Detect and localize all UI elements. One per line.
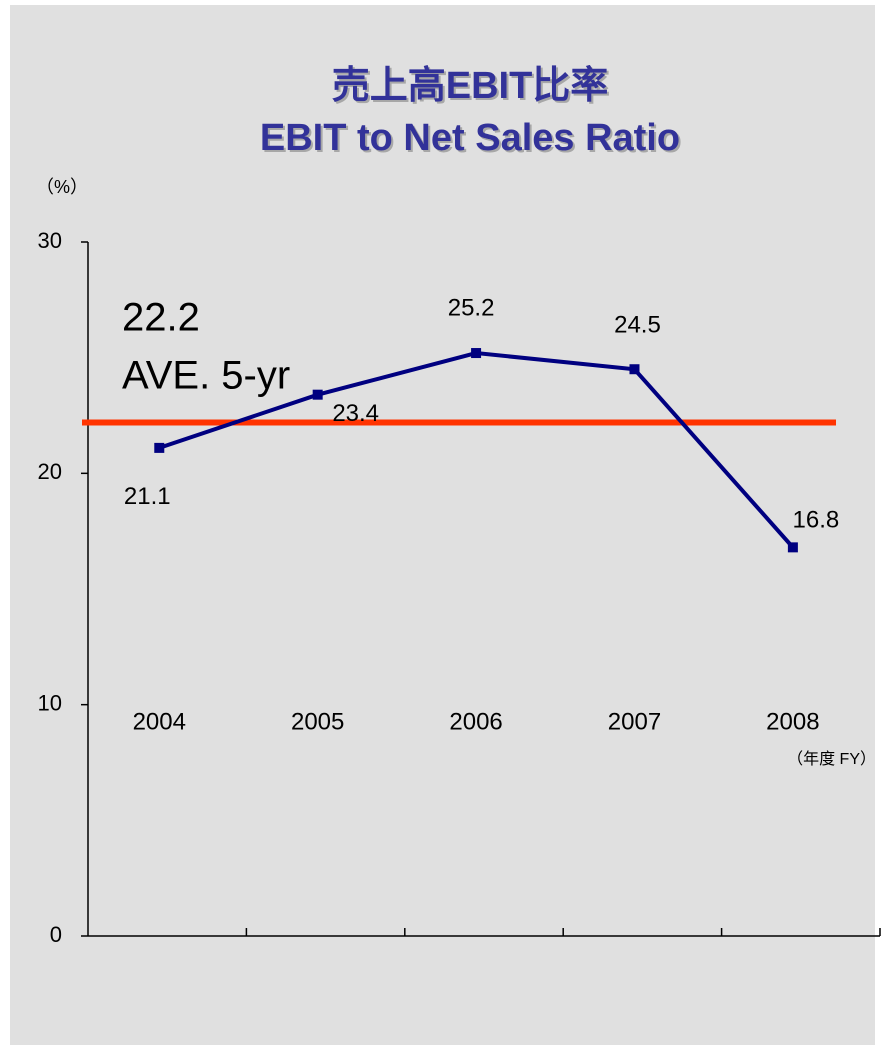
y-tick-label: 30: [38, 228, 62, 253]
x-tick-label: 2008: [766, 708, 819, 735]
chart-title: 売上高EBIT比率: [332, 65, 609, 107]
y-axis-label: （%）: [36, 177, 88, 197]
data-label: 16.8: [793, 507, 840, 534]
x-tick-label: 2004: [133, 708, 186, 735]
y-tick-label: 0: [50, 922, 62, 947]
x-tick-label: 2005: [291, 708, 344, 735]
average-value: 22.2: [122, 296, 200, 340]
data-label: 23.4: [332, 400, 379, 427]
data-label: 25.2: [448, 294, 495, 321]
x-tick-label: 2006: [449, 708, 502, 735]
marker: [787, 542, 798, 553]
x-axis-label: （年度 FY）: [787, 750, 876, 768]
marker: [312, 389, 323, 400]
marker: [629, 364, 640, 375]
data-label: 24.5: [614, 312, 661, 339]
background: [10, 5, 875, 1045]
y-tick-label: 20: [38, 459, 62, 484]
marker: [154, 442, 165, 453]
average-label: AVE. 5-yr: [122, 354, 290, 398]
chart-subtitle: EBIT to Net Sales Ratio: [260, 117, 680, 159]
y-tick-label: 10: [38, 690, 62, 715]
data-label: 21.1: [124, 483, 171, 510]
x-tick-label: 2007: [608, 708, 661, 735]
marker: [471, 348, 482, 359]
